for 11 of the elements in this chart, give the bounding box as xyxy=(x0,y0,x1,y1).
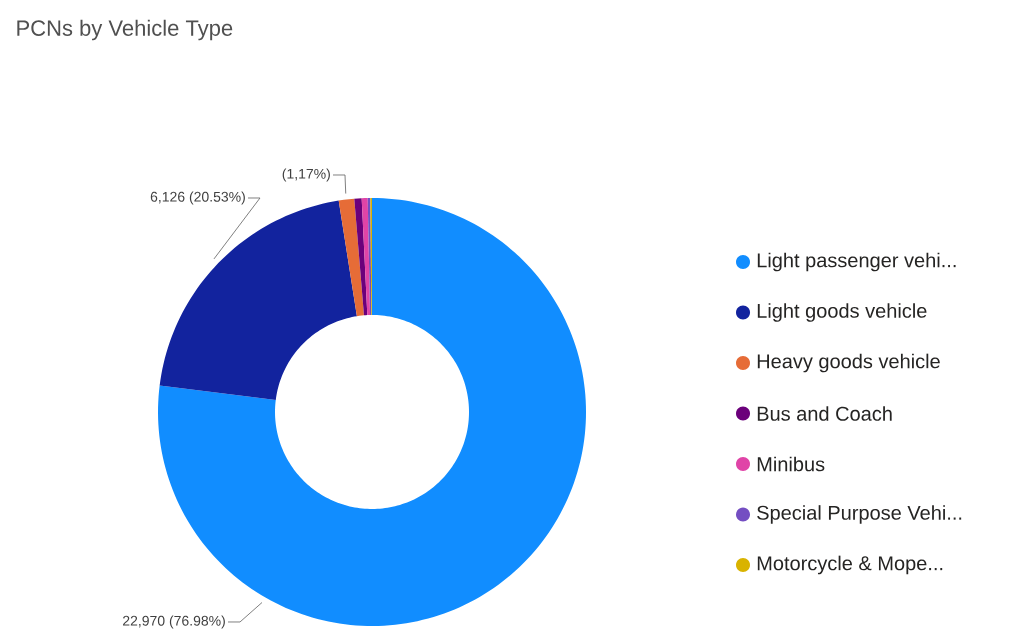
legend-label: Special Purpose Vehi... xyxy=(757,505,962,524)
chart-title: PCNs by Vehicle Type xyxy=(17,19,233,41)
data-label: 6,126 (20.53%) xyxy=(150,191,245,205)
legend-label: Light goods vehicle xyxy=(757,303,927,322)
data-label: 22,970 (76.98%) xyxy=(122,615,225,629)
legend-label: Bus and Coach xyxy=(757,406,892,421)
data-label: (1,17%) xyxy=(282,168,330,182)
legend-label: Minibus xyxy=(757,456,825,472)
legend-label: Motorcycle & Mope... xyxy=(757,555,943,575)
legend-label: Heavy goods vehicle xyxy=(757,353,940,373)
legend-label: Light passenger vehi... xyxy=(757,252,956,272)
